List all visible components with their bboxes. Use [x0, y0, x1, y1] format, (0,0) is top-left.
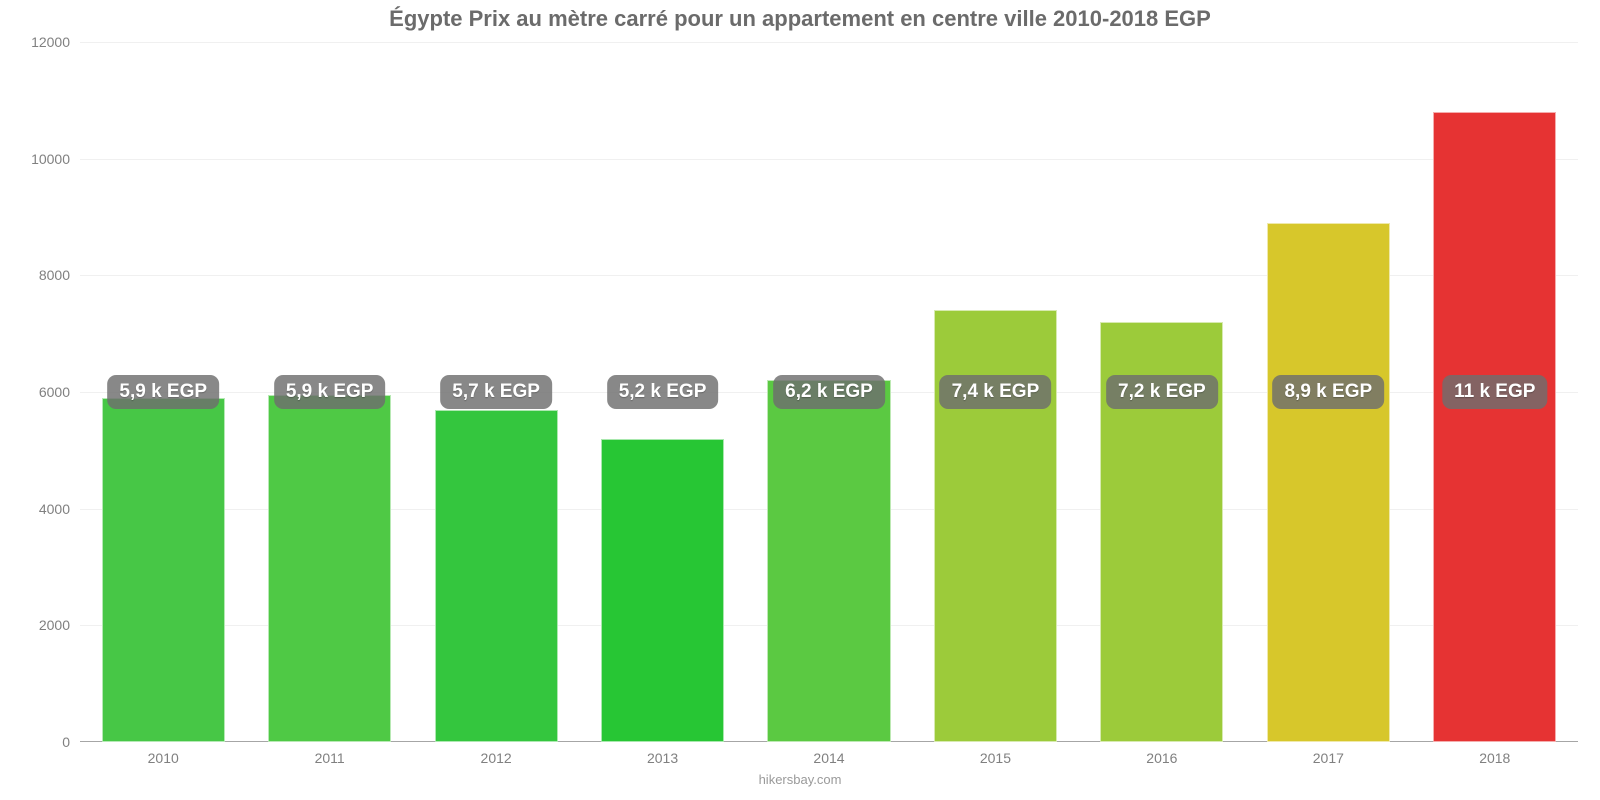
x-tick-label: 2011	[315, 742, 345, 766]
plot-area: 020004000600080001000012000 201020112012…	[80, 42, 1578, 742]
x-tick-label: 2013	[647, 742, 678, 766]
x-tick-label: 2012	[481, 742, 512, 766]
value-badge: 5,9 k EGP	[274, 375, 386, 409]
x-tick-label: 2010	[148, 742, 179, 766]
value-badge: 5,7 k EGP	[440, 375, 552, 409]
chart-title: Égypte Prix au mètre carré pour un appar…	[0, 6, 1600, 32]
value-badge: 11 k EGP	[1442, 375, 1547, 409]
y-tick-label: 10000	[31, 151, 80, 167]
value-badge: 7,2 k EGP	[1106, 375, 1218, 409]
value-badge: 7,4 k EGP	[940, 375, 1052, 409]
value-badge: 5,9 k EGP	[107, 375, 219, 409]
x-tick-label: 2016	[1146, 742, 1177, 766]
bar	[1267, 223, 1390, 742]
y-tick-label: 12000	[31, 34, 80, 50]
x-tick-label: 2015	[980, 742, 1011, 766]
y-tick-label: 8000	[39, 267, 80, 283]
y-tick-label: 2000	[39, 617, 80, 633]
bar	[268, 395, 391, 742]
bar	[767, 380, 890, 742]
value-badge: 8,9 k EGP	[1272, 375, 1384, 409]
bar	[102, 398, 225, 742]
y-tick-label: 0	[62, 734, 80, 750]
bar	[435, 410, 558, 743]
value-badge: 6,2 k EGP	[773, 375, 885, 409]
x-tick-label: 2017	[1313, 742, 1344, 766]
y-tick-label: 4000	[39, 501, 80, 517]
chart-credit: hikersbay.com	[0, 772, 1600, 787]
bar	[601, 439, 724, 742]
value-badge: 5,2 k EGP	[607, 375, 719, 409]
x-tick-label: 2014	[813, 742, 844, 766]
price-chart: Égypte Prix au mètre carré pour un appar…	[0, 0, 1600, 800]
bar	[1433, 112, 1556, 742]
y-tick-label: 6000	[39, 384, 80, 400]
x-tick-label: 2018	[1479, 742, 1510, 766]
